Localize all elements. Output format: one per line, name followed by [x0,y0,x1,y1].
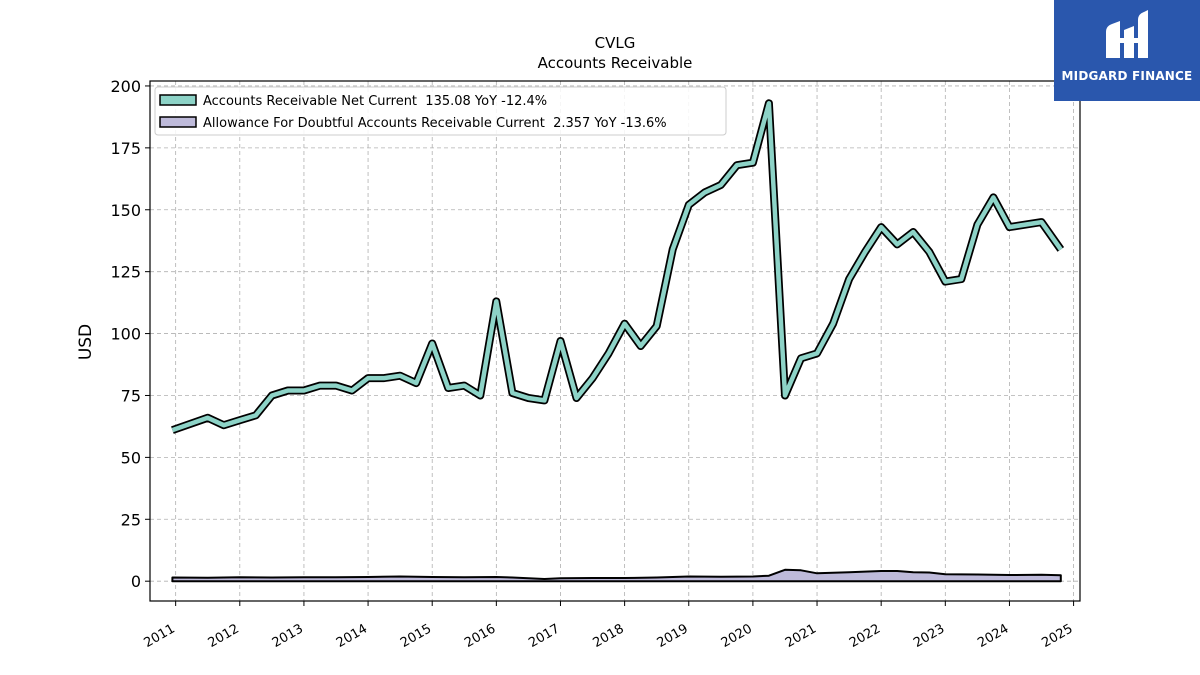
x-tick-label: 2023 [911,621,947,651]
x-tick-label: 2022 [847,621,883,651]
x-tick-label: 2021 [783,621,819,651]
chart-subtitle: Accounts Receivable [538,54,693,72]
y-tick-label: 0 [131,572,141,591]
series-band-allowance [171,568,1062,583]
y-tick-label: 100 [110,325,141,344]
legend-swatch-allowance [159,116,197,128]
x-tick-label: 2024 [975,621,1011,651]
brand-logo: MIDGARD FINANCE [1054,0,1200,101]
legend-swatch-receivable [159,94,197,106]
x-tick-label: 2019 [655,621,691,651]
logo-text: MIDGARD FINANCE [1061,69,1193,83]
legend-label-receivable: Accounts Receivable Net Current 135.08 Y… [203,94,547,109]
y-tick-label: 200 [110,77,141,96]
legend: Accounts Receivable Net Current 135.08 Y… [154,86,727,136]
x-tick-label: 2025 [1039,621,1075,651]
y-tick-label: 175 [110,139,141,158]
x-tick-label: 2014 [334,621,370,651]
y-tick-label: 50 [121,448,141,467]
y-tick-label: 150 [110,201,141,220]
chart-title: CVLG [595,34,636,52]
series-line-receivable [171,101,1063,433]
y-tick-label: 75 [121,386,141,405]
y-tick-label: 125 [110,263,141,282]
x-tick-label: 2018 [590,621,626,651]
x-tick-label: 2011 [141,621,177,651]
y-tick-label: 25 [121,510,141,529]
logo-mark-icon [1106,10,1148,58]
plot-border [149,80,1081,602]
x-tick-label: 2015 [398,621,434,651]
x-tick-label: 2016 [462,621,498,651]
x-tick-label: 2013 [270,621,306,651]
x-tick-label: 2020 [719,621,755,651]
x-tick-label: 2017 [526,621,562,651]
x-tick-label: 2012 [206,621,242,651]
series-line-receivable-outline [171,99,1065,434]
y-axis-label: USD [76,324,96,360]
legend-label-allowance: Allowance For Doubtful Accounts Receivab… [203,116,667,131]
legend-box [154,86,727,136]
